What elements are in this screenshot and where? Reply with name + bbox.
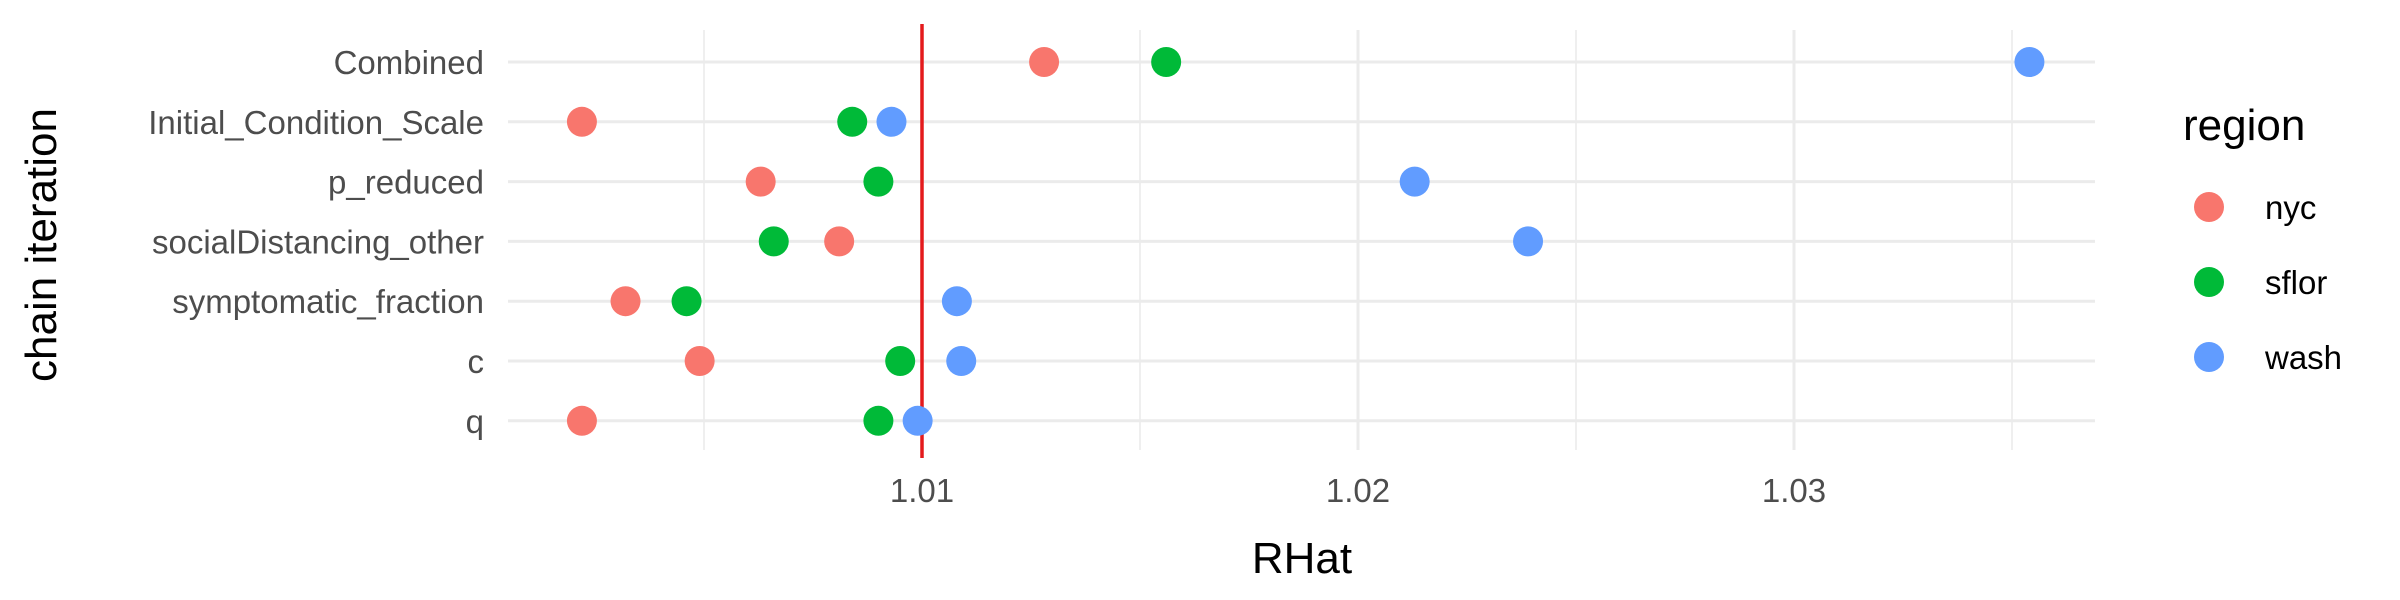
y-tick-label: q <box>466 403 484 440</box>
point-sflor <box>885 346 916 376</box>
y-tick-label: symptomatic_fraction <box>172 283 484 320</box>
point-wash <box>1513 226 1544 257</box>
point-sflor <box>863 405 894 436</box>
point-nyc <box>566 106 597 137</box>
legend-key-nyc <box>2194 192 2224 222</box>
x-tick-label: 1.02 <box>1326 472 1390 509</box>
y-tick-label: c <box>468 343 485 380</box>
point-nyc <box>824 226 855 257</box>
y-tick-label: Combined <box>334 44 484 81</box>
point-nyc <box>745 166 776 197</box>
y-tick-label: socialDistancing_other <box>152 223 484 260</box>
point-wash <box>902 405 933 436</box>
x-tick-label: 1.01 <box>890 472 954 509</box>
major-gridlines <box>508 30 2095 450</box>
point-wash <box>876 106 907 137</box>
point-wash <box>1399 166 1430 197</box>
x-tick-label: 1.03 <box>1762 472 1826 509</box>
y-tick-labels: Combined Initial_Condition_Scale p_reduced… <box>148 44 484 440</box>
legend-key-sflor <box>2194 267 2224 297</box>
point-sflor <box>863 166 894 197</box>
point-sflor <box>758 226 789 257</box>
y-axis-title: chain iteration <box>17 108 66 382</box>
legend-key-wash <box>2194 342 2224 372</box>
legend-label-wash: wash <box>2264 339 2342 376</box>
legend: region nyc sflor wash <box>2183 101 2342 376</box>
point-sflor <box>671 286 702 317</box>
x-axis-title: RHat <box>1252 534 1352 583</box>
point-sflor <box>1151 47 1182 77</box>
y-tick-label: Initial_Condition_Scale <box>148 104 484 141</box>
x-tick-labels: 1.01 1.02 1.03 <box>890 472 1826 509</box>
point-nyc <box>1029 47 1060 77</box>
legend-label-nyc: nyc <box>2265 189 2316 226</box>
y-tick-label: p_reduced <box>328 164 484 201</box>
point-sflor <box>837 106 868 137</box>
point-wash <box>946 346 977 376</box>
point-wash <box>941 286 972 317</box>
point-nyc <box>566 405 597 436</box>
point-nyc <box>610 286 641 317</box>
legend-title: region <box>2183 101 2305 150</box>
point-wash <box>2014 47 2045 77</box>
legend-label-sflor: sflor <box>2265 264 2327 301</box>
data-points <box>566 47 2045 436</box>
point-nyc <box>684 346 715 376</box>
